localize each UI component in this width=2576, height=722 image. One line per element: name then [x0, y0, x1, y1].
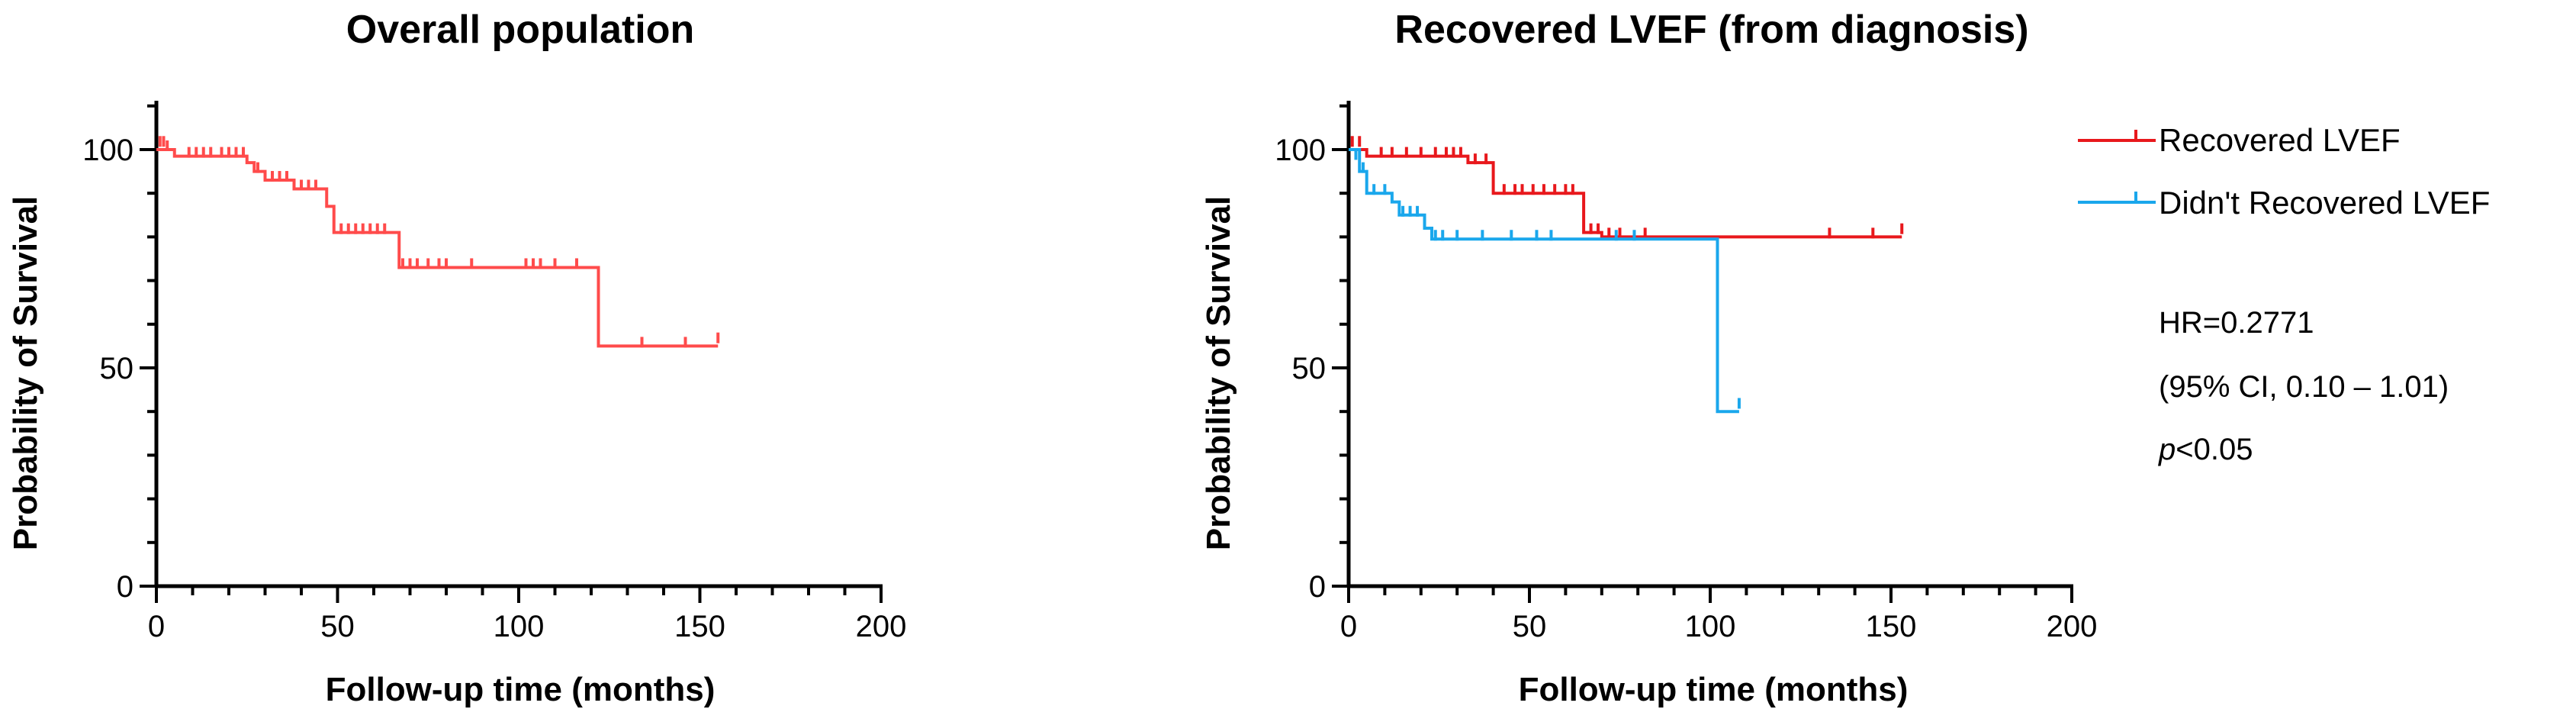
axes [1332, 101, 2073, 603]
x-axis-label: Follow-up time (months) [1519, 671, 1909, 708]
x-tick-label: 200 [856, 610, 907, 643]
legend-swatch-not-recovered [2078, 192, 2156, 204]
y-tick-label: 50 [100, 352, 134, 385]
x-tick-label: 150 [1866, 610, 1917, 643]
survival-curves [156, 136, 720, 348]
x-axis-label: Follow-up time (months) [326, 671, 716, 708]
y-axis-label: Probability of Survival [1200, 196, 1237, 551]
chart-recovered-lvef: Recovered LVEF (from diagnosis) Probabil… [1200, 8, 2490, 708]
x-tick-label: 150 [674, 610, 725, 643]
tick-labels: 0 50 100 0 50 100 150 200 [1275, 134, 2097, 643]
legend: Recovered LVEF Didn't Recovered LVEF [2078, 122, 2490, 221]
p-value: p<0.05 [2158, 433, 2253, 466]
legend-label-not-recovered: Didn't Recovered LVEF [2159, 185, 2490, 221]
legend-label-recovered: Recovered LVEF [2159, 122, 2401, 158]
x-tick-label: 200 [2047, 610, 2098, 643]
x-tick-label: 100 [494, 610, 545, 643]
y-axis-label: Probability of Survival [7, 196, 44, 551]
y-tick-label: 0 [1309, 570, 1326, 604]
confidence-interval: (95% CI, 0.10 – 1.01) [2159, 370, 2449, 404]
p-threshold: <0.05 [2176, 433, 2253, 466]
chart-title: Recovered LVEF (from diagnosis) [1394, 8, 2028, 52]
y-tick-label: 100 [1275, 134, 1326, 167]
legend-swatch-recovered [2078, 130, 2156, 142]
y-tick-label: 50 [1292, 352, 1327, 385]
x-tick-label: 0 [148, 610, 165, 643]
x-tick-label: 50 [1513, 610, 1547, 643]
x-tick-label: 0 [1340, 610, 1357, 643]
statistics-annotation: HR=0.2771 (95% CI, 0.10 – 1.01) p<0.05 [2158, 306, 2449, 466]
axes [140, 101, 883, 603]
legend-item-recovered: Recovered LVEF [2078, 122, 2401, 158]
tick-labels: 0 50 100 0 50 100 150 200 [82, 134, 906, 643]
chart-overall-population: Overall population Probability of Surviv… [7, 8, 906, 708]
survival-curves [1349, 136, 1904, 414]
x-tick-label: 100 [1685, 610, 1736, 643]
hazard-ratio: HR=0.2771 [2159, 306, 2314, 340]
y-tick-label: 100 [82, 134, 133, 167]
chart-title: Overall population [346, 8, 695, 52]
legend-item-not-recovered: Didn't Recovered LVEF [2078, 185, 2490, 221]
y-tick-label: 0 [117, 570, 133, 604]
p-symbol: p [2158, 433, 2176, 466]
survival-line-series-0 [1349, 148, 1902, 239]
survival-line-series-0 [156, 148, 719, 348]
x-tick-label: 50 [320, 610, 355, 643]
